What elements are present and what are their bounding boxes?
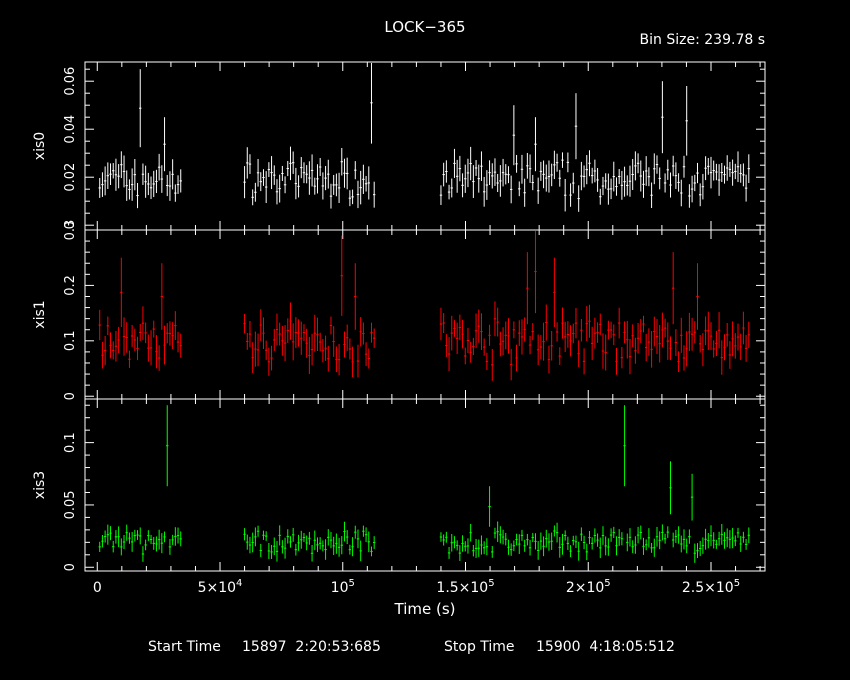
y-tick-label: 0 [63,221,78,229]
chart-title: LOCK−365 [384,18,465,36]
start-time-value: 15897 2:20:53:685 [242,639,381,655]
y-axis-label: xis0 [32,132,48,160]
series-xis0 [98,63,750,212]
panel-frame [84,398,766,572]
bin-size-label: Bin Size: 239.78 s [640,32,765,48]
x-tick-label: 0 [93,580,102,596]
x-axis-label: Time (s) [394,600,456,618]
x-tick-label: 1.5×105 [436,578,494,596]
y-tick-label: 0.06 [63,67,78,96]
panel-xis1: 0 0.1 0.2 0.3 xis1 [32,220,766,400]
x-tick-label: 5×104 [198,578,243,596]
series-xis1 [98,231,750,381]
series-xis3 [98,405,750,563]
panel-xis0: 0 0.02 0.04 0.06 xis0 [32,61,766,231]
y-tick-label: 0.3 [63,220,78,241]
x-tick-labels: 0 5×104 105 1.5×105 2×105 2.5×105 [93,578,740,596]
panel-group: 0 0.02 0.04 0.06 xis0 0 0.1 0.2 0.3 xis1 0 0.05 0.1 x… [32,61,766,572]
y-tick-label: 0.1 [63,432,78,453]
x-tick-label: 2.5×105 [682,578,740,596]
y-tick-label: 0 [63,392,78,400]
y-axis-label: xis1 [32,300,48,328]
y-tick-label: 0.2 [63,275,78,296]
y-axis-label: xis3 [32,471,48,499]
x-tick-label: 105 [331,578,355,596]
y-tick-label: 0.05 [63,490,78,519]
stop-time-label: Stop Time [444,639,515,655]
y-tick-label: 0.1 [63,330,78,351]
y-tick-label: 0.04 [63,115,78,144]
x-tick-label: 2×105 [566,578,611,596]
panel-xis3: 0 0.05 0.1 xis3 [32,398,766,572]
start-time-label: Start Time [148,639,221,655]
stop-time-value: 15900 4:18:05:512 [536,639,675,655]
y-tick-label: 0 [63,563,78,571]
y-tick-label: 0.02 [63,163,78,192]
